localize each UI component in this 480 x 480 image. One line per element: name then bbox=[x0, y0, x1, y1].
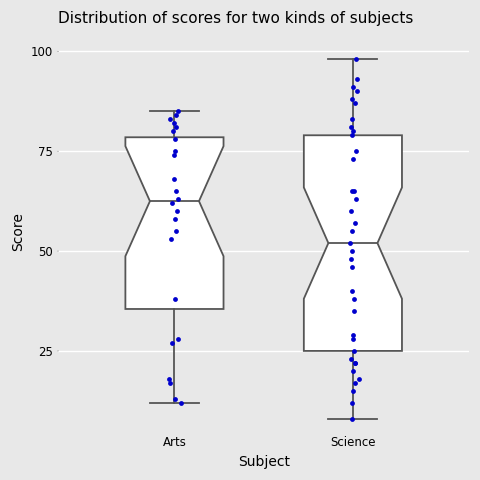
Point bbox=[348, 399, 356, 407]
Point bbox=[175, 335, 182, 343]
Point bbox=[349, 367, 357, 375]
Point bbox=[172, 227, 180, 235]
Point bbox=[170, 151, 178, 159]
Point bbox=[349, 387, 357, 395]
Point bbox=[354, 75, 361, 83]
Point bbox=[347, 207, 355, 215]
PathPatch shape bbox=[304, 135, 402, 351]
Point bbox=[356, 375, 363, 383]
Point bbox=[348, 227, 356, 235]
Point bbox=[348, 287, 356, 295]
Point bbox=[348, 247, 355, 255]
Point bbox=[348, 355, 355, 363]
Point bbox=[348, 116, 356, 123]
Point bbox=[351, 219, 359, 227]
Point bbox=[171, 216, 179, 223]
Point bbox=[347, 255, 355, 263]
Point bbox=[348, 123, 355, 131]
Point bbox=[174, 195, 181, 203]
X-axis label: Subject: Subject bbox=[238, 455, 290, 469]
Point bbox=[349, 335, 357, 343]
Point bbox=[351, 379, 359, 387]
Point bbox=[348, 415, 356, 422]
Point bbox=[348, 331, 356, 339]
Point bbox=[167, 116, 174, 123]
Point bbox=[348, 187, 356, 195]
Point bbox=[348, 96, 356, 103]
Point bbox=[174, 108, 182, 115]
Point bbox=[171, 135, 179, 143]
Text: Distribution of scores for two kinds of subjects: Distribution of scores for two kinds of … bbox=[59, 11, 414, 26]
Point bbox=[352, 56, 360, 63]
Point bbox=[168, 127, 176, 135]
Point bbox=[350, 187, 358, 195]
Point bbox=[351, 99, 359, 107]
Point bbox=[170, 175, 178, 183]
Point bbox=[350, 307, 358, 315]
Y-axis label: Score: Score bbox=[11, 212, 25, 251]
Point bbox=[168, 339, 175, 347]
Point bbox=[349, 84, 357, 91]
Point bbox=[173, 207, 181, 215]
Point bbox=[350, 295, 358, 303]
Point bbox=[171, 395, 179, 403]
PathPatch shape bbox=[125, 137, 224, 309]
Point bbox=[349, 156, 357, 163]
Point bbox=[172, 123, 180, 131]
Point bbox=[351, 359, 359, 367]
Point bbox=[177, 399, 185, 407]
Point bbox=[353, 87, 360, 95]
Point bbox=[171, 295, 179, 303]
Point bbox=[172, 111, 180, 119]
Point bbox=[170, 120, 178, 127]
Point bbox=[168, 199, 176, 207]
Point bbox=[165, 375, 173, 383]
Point bbox=[349, 127, 357, 135]
Point bbox=[166, 379, 174, 387]
Point bbox=[347, 239, 354, 247]
Point bbox=[172, 187, 180, 195]
Point bbox=[348, 263, 356, 271]
Point bbox=[171, 147, 179, 155]
Point bbox=[353, 147, 360, 155]
Point bbox=[168, 235, 175, 243]
Point bbox=[348, 132, 356, 139]
Point bbox=[352, 195, 360, 203]
Point bbox=[351, 359, 359, 367]
Point bbox=[350, 347, 358, 355]
